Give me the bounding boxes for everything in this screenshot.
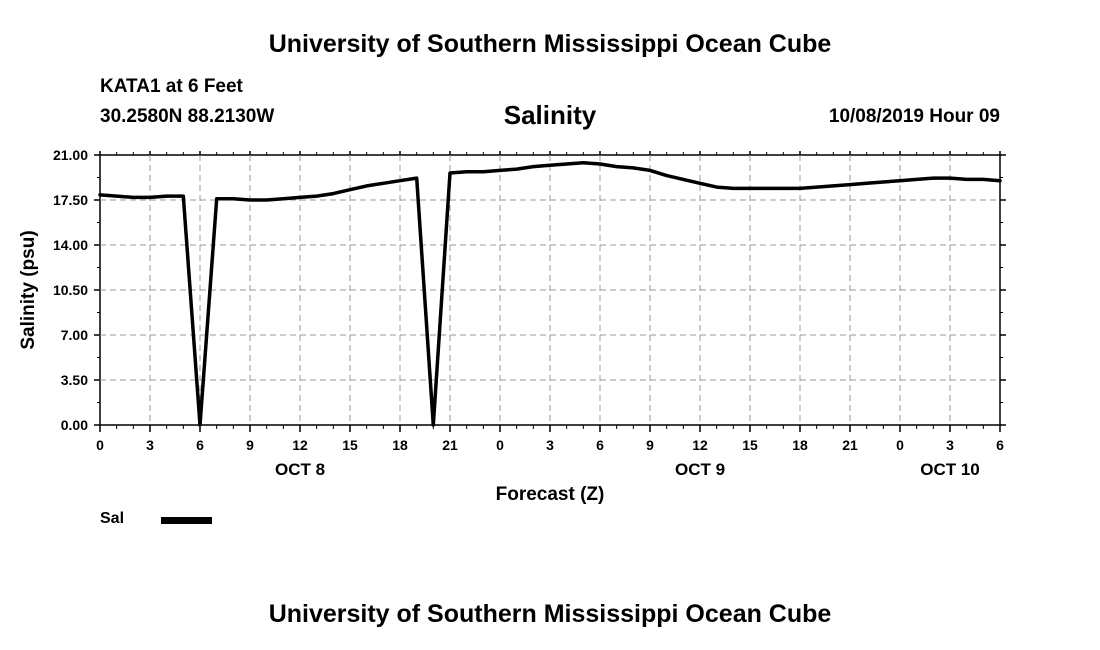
x-tick-label: 3 (546, 437, 554, 453)
x-tick-label: 21 (442, 437, 458, 453)
bottom-title: University of Southern Mississippi Ocean… (268, 600, 832, 628)
legend-swatch (161, 517, 212, 524)
x-tick-label: 18 (792, 437, 808, 453)
y-tick-label: 7.00 (61, 327, 88, 343)
x-tick-label: 0 (96, 437, 104, 453)
x-tick-label: 6 (596, 437, 604, 453)
series-line-sal (98, 160, 1002, 427)
top-title: University of Southern Mississippi Ocean… (268, 30, 832, 58)
y-axis-label: Salinity (psu) (18, 230, 39, 349)
date-label: OCT 10 (920, 460, 980, 479)
x-axis-label: Forecast (Z) (496, 484, 605, 505)
x-tick-label: 0 (896, 437, 904, 453)
station-coordinates: 30.2580N 88.2130W (100, 106, 275, 127)
x-tick-label: 18 (392, 437, 408, 453)
x-tick-label: 9 (646, 437, 654, 453)
date-label: OCT 8 (275, 460, 325, 479)
x-tick-label: 12 (292, 437, 308, 453)
x-tick-label: 3 (946, 437, 954, 453)
x-tick-label: 21 (842, 437, 858, 453)
y-tick-label: 21.00 (53, 147, 88, 163)
y-tick-label: 14.00 (53, 237, 88, 253)
chart-title: Salinity (503, 100, 597, 130)
y-tick-label: 17.50 (53, 192, 88, 208)
x-tick-label: 6 (996, 437, 1004, 453)
forecast-run-time: 10/08/2019 Hour 09 (828, 106, 1000, 127)
x-tick-label: 6 (196, 437, 204, 453)
x-tick-label: 9 (246, 437, 254, 453)
x-tick-label: 0 (496, 437, 504, 453)
station-label: KATA1 at 6 Feet (100, 76, 243, 97)
y-tick-label: 3.50 (61, 372, 88, 388)
y-tick-label: 0.00 (61, 417, 88, 433)
x-tick-label: 3 (146, 437, 154, 453)
legend-label: Sal (100, 510, 125, 527)
y-tick-label: 10.50 (53, 282, 88, 298)
x-tick-label: 15 (342, 437, 358, 453)
date-label: OCT 9 (675, 460, 725, 479)
x-tick-label: 15 (742, 437, 758, 453)
x-tick-label: 12 (692, 437, 708, 453)
